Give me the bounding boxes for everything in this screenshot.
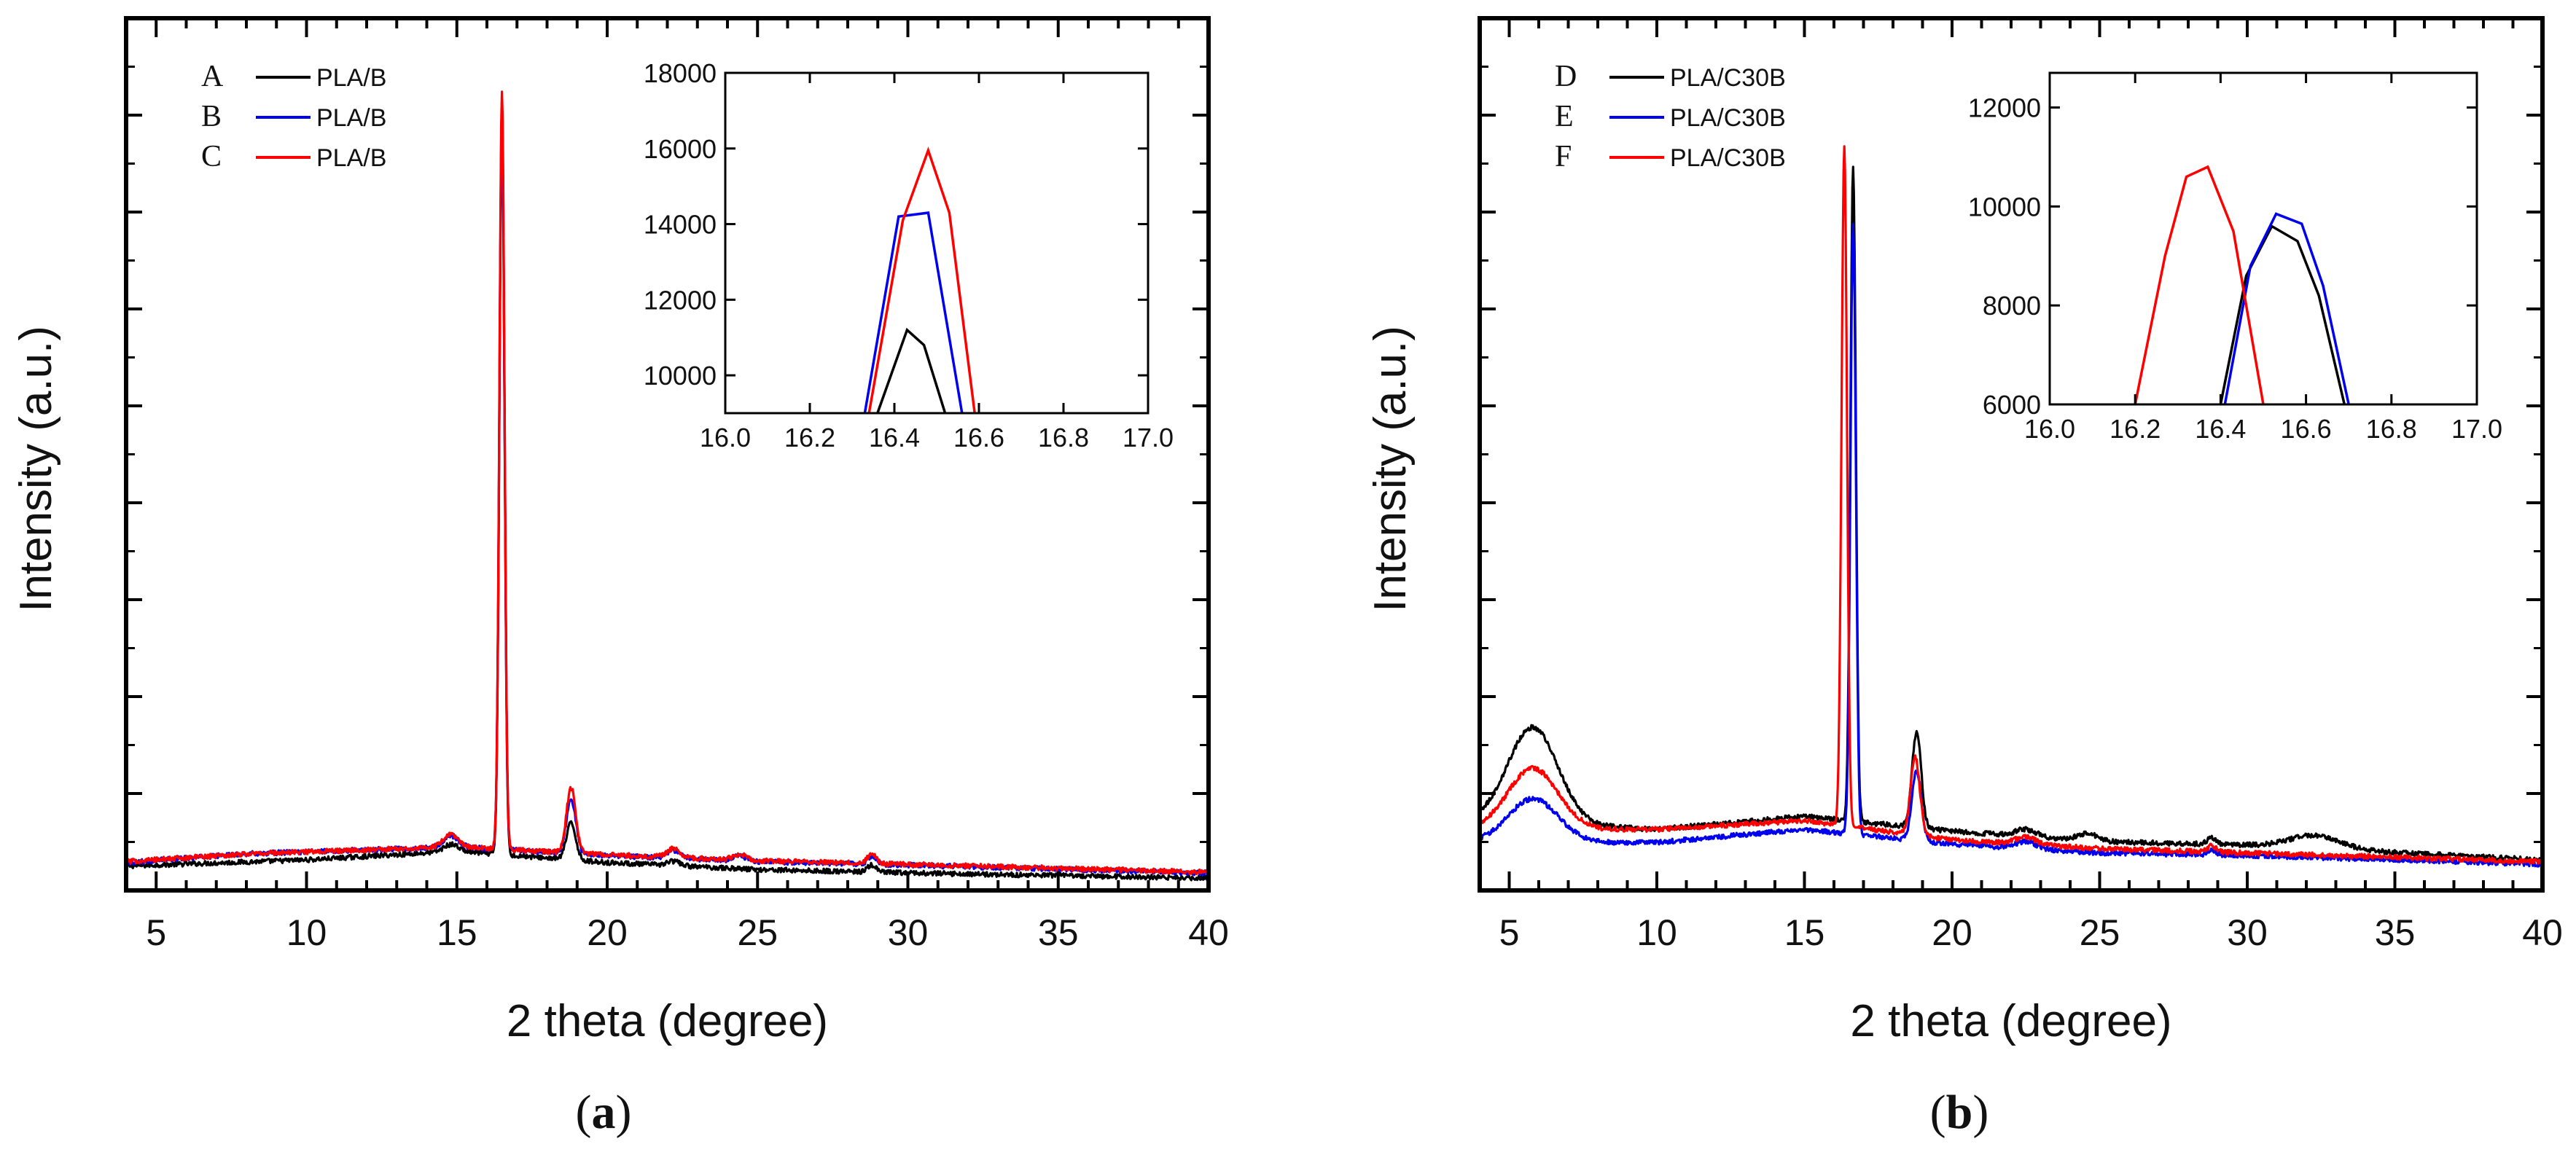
- inset-series-line-c: [867, 146, 976, 414]
- x-tick-label: 10: [286, 912, 327, 953]
- x-tick-label: 15: [437, 912, 477, 953]
- series-line-f: [1478, 145, 2543, 865]
- inset-background: [725, 73, 1148, 413]
- y-axis-title: Intensity (a.u.): [1365, 326, 1416, 612]
- legend-label: PLA/B: [316, 64, 386, 92]
- inset-chart: 16.0 16.2 16.4 16.6 16.8 17.0 10000 12000 14000 1…: [644, 58, 1174, 452]
- inset-x-tick-label: 16.4: [869, 423, 920, 452]
- x-tick-label: 20: [1932, 912, 1972, 953]
- inset-series-line-e: [2223, 212, 2350, 405]
- legend-letter: C: [201, 140, 222, 173]
- y-axis-title: Intensity (a.u.): [11, 326, 61, 612]
- x-axis-title: 2 theta (degree): [507, 996, 828, 1046]
- inset-y-tick-label: 16000: [644, 134, 717, 164]
- x-tick-label: 40: [2522, 912, 2563, 953]
- x-axis-title: 2 theta (degree): [1850, 996, 2171, 1046]
- inset-y-tick-label: 10000: [644, 361, 717, 391]
- inset-series-line-a: [876, 327, 947, 414]
- legend-label: PLA/B: [316, 144, 386, 172]
- inset-x-tick-label: 16.0: [700, 423, 751, 452]
- x-tick-label: 5: [146, 912, 166, 953]
- caption-letter: a: [592, 1086, 616, 1139]
- panel-caption: (a): [576, 1086, 632, 1139]
- inset-x-tick-label: 16.8: [2366, 414, 2417, 444]
- inset-series-line-d: [2219, 224, 2346, 405]
- inset-y-tick-label: 10000: [1968, 192, 2041, 222]
- inset-y-tick-label: 12000: [1968, 93, 2041, 123]
- legend-label: PLA/B: [316, 104, 386, 132]
- inset-x-tick-label: 16.6: [953, 423, 1004, 452]
- inset-x-tick-label: 17.0: [1123, 423, 1174, 452]
- legend-label: PLA/C30B: [1670, 104, 1786, 132]
- inset-x-tick-label: 17.0: [2451, 414, 2502, 444]
- chart-1: 5 10 15 20 25 30 35 40 2 theta (degree) Intensity…: [1365, 16, 2563, 1139]
- x-tick-label: 10: [1636, 912, 1677, 953]
- inset-series-line-f: [2134, 165, 2265, 405]
- legend-label: PLA/C30B: [1670, 144, 1786, 172]
- x-tick-label: 20: [587, 912, 628, 953]
- x-tick-label: 25: [737, 912, 778, 953]
- x-tick-label: 35: [1038, 912, 1079, 953]
- inset-x-tick-label: 16.6: [2281, 414, 2332, 444]
- x-tick-label: 40: [1188, 912, 1229, 953]
- panel-caption: (b): [1930, 1086, 1989, 1139]
- inset-y-tick-label: 14000: [644, 210, 717, 240]
- caption-close: ): [1972, 1086, 1988, 1139]
- x-tick-label: 35: [2375, 912, 2416, 953]
- legend-label: PLA/C30B: [1670, 64, 1786, 92]
- inset-x-tick-label: 16.8: [1038, 423, 1089, 452]
- inset-frame: [724, 71, 1150, 415]
- x-tick-label: 30: [2227, 912, 2268, 953]
- inset-chart: 16.0 16.2 16.4 16.6 16.8 17.0 6000 8000 10000 120…: [1968, 71, 2502, 444]
- x-tick-label: 5: [1499, 912, 1520, 953]
- caption-close: ): [616, 1086, 632, 1139]
- legend-letter: D: [1555, 60, 1577, 93]
- series-line-c: [125, 90, 1210, 876]
- inset-x-tick-label: 16.4: [2195, 414, 2246, 444]
- inset-y-tick-label: 18000: [644, 58, 717, 88]
- inset-series-line-b: [863, 211, 964, 414]
- legend-letter: A: [201, 60, 224, 93]
- inset-x-tick-label: 16.2: [2109, 414, 2161, 444]
- inset-x-tick-label: 16.2: [784, 423, 835, 452]
- legend-letter: E: [1555, 100, 1574, 133]
- x-tick-label: 15: [1784, 912, 1825, 953]
- x-tick-label: 25: [2080, 912, 2120, 953]
- x-tick-label: 30: [888, 912, 929, 953]
- caption-open: (: [1930, 1086, 1946, 1139]
- caption-letter: b: [1946, 1086, 1973, 1139]
- legend-letter: B: [201, 100, 222, 133]
- series-line-a: [125, 122, 1210, 882]
- caption-open: (: [576, 1086, 592, 1139]
- inset-y-tick-label: 6000: [1983, 390, 2041, 420]
- inset-y-tick-label: 8000: [1983, 291, 2041, 321]
- chart-0: 5 10 15 20 25 30 35 40 2 theta (degree) Intensity…: [11, 16, 1229, 1139]
- inset-y-tick-label: 12000: [644, 285, 717, 315]
- legend-letter: F: [1555, 140, 1572, 173]
- inset-x-tick-label: 16.0: [2024, 414, 2075, 444]
- inset-frame: [2048, 71, 2478, 406]
